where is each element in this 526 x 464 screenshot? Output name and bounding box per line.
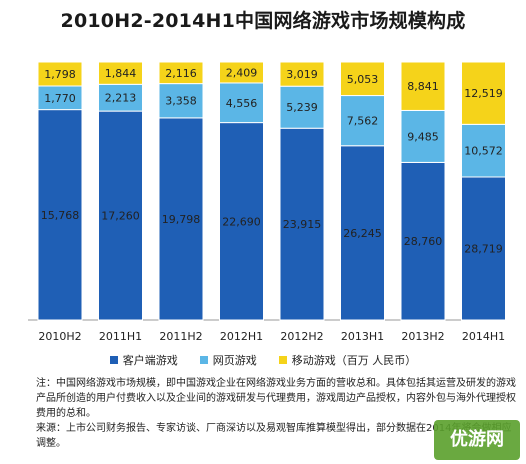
bar-client-2010H2	[37, 109, 83, 321]
value-label-web-2012H1: 4,556	[226, 97, 258, 110]
value-label-mobile-2012H2: 3,019	[286, 68, 318, 81]
value-label-mobile-2013H2: 8,841	[407, 80, 439, 93]
bar-client-2011H2	[158, 117, 204, 321]
bar-client-2013H2	[400, 161, 446, 321]
x-tick-label-2011H1: 2011H1	[99, 330, 142, 343]
bar-web-2013H1	[340, 95, 385, 147]
bar-client-2013H1	[340, 145, 385, 321]
bar-client-2014H1	[461, 176, 506, 321]
legend-swatch-web	[199, 356, 208, 364]
x-tick-label-2012H1: 2012H1	[220, 330, 263, 343]
bar-web-2011H1	[98, 83, 143, 112]
value-label-mobile-2014H1: 12,519	[464, 87, 503, 100]
chart-title: 2010H2-2014H1中国网络游戏市场规模构成	[60, 10, 466, 32]
value-label-client-2011H2: 19,798	[162, 213, 201, 226]
value-label-client-2012H1: 22,690	[222, 215, 261, 228]
x-tick-label-2011H2: 2011H2	[159, 330, 202, 343]
bar-web-2011H2	[158, 83, 204, 119]
footnotes: 注：中国网络游戏市场规模，即中国游戏企业在网络游戏业务方面的营收总和。具体包括其…	[36, 376, 516, 451]
value-label-web-2014H1: 10,572	[464, 145, 503, 158]
x-tick-label-2013H1: 2013H1	[341, 330, 384, 343]
legend-label-client: 客户端游戏	[122, 354, 178, 367]
legend-item-client: 客户端游戏	[109, 352, 178, 368]
bar-mobile-2013H1	[340, 61, 385, 97]
bar-web-2013H2	[400, 109, 446, 163]
value-label-web-2013H1: 7,562	[347, 115, 379, 128]
legend-item-web: 网页游戏	[199, 352, 257, 368]
bar-mobile-2012H1	[219, 61, 264, 84]
bar-client-2012H2	[279, 127, 325, 321]
legend-item-mobile: 移动游戏（百万 人民币）	[278, 352, 417, 368]
legend-label-mobile: 移动游戏（百万 人民币）	[291, 354, 417, 367]
x-tick-label-2012H2: 2012H2	[280, 330, 323, 343]
x-tick-label-2010H2: 2010H2	[38, 330, 81, 343]
value-label-client-2011H1: 17,260	[101, 210, 140, 223]
value-label-web-2011H2: 3,358	[165, 95, 197, 108]
legend: 客户端游戏 网页游戏 移动游戏（百万 人民币）	[0, 352, 526, 368]
value-label-mobile-2010H2: 1,798	[44, 68, 76, 81]
value-label-web-2011H1: 2,213	[105, 92, 137, 105]
bar-mobile-2011H1	[98, 61, 143, 85]
bar-client-2012H1	[219, 122, 264, 321]
x-tick-label-2013H2: 2013H2	[401, 330, 444, 343]
value-label-web-2012H2: 5,239	[286, 101, 318, 114]
bar-mobile-2012H2	[279, 61, 325, 87]
value-label-client-2010H2: 15,768	[41, 209, 80, 222]
value-label-mobile-2011H2: 2,116	[165, 67, 197, 80]
legend-swatch-mobile	[278, 356, 287, 364]
note-source: 来源：上市公司财务报告、专家访谈、厂商深访以及易观智库推算模型得出，部分数据在2…	[36, 423, 512, 449]
bar-mobile-2011H2	[158, 61, 204, 85]
value-label-web-2013H2: 9,485	[407, 130, 439, 143]
value-label-web-2010H2: 1,770	[44, 92, 76, 105]
value-label-client-2013H2: 28,760	[404, 235, 443, 248]
value-label-client-2013H1: 26,245	[343, 227, 382, 240]
value-label-mobile-2013H1: 5,053	[347, 73, 379, 86]
bar-mobile-2010H2	[37, 61, 83, 87]
stacked-bar-chart: 15,768 1,770 1,798 2010H2 17,260 2,213 1,844 20…	[28, 61, 506, 343]
site-watermark-logo: 优游网	[434, 420, 520, 460]
value-label-client-2014H1: 28,719	[464, 242, 503, 255]
bar-mobile-2013H2	[400, 61, 446, 111]
note-definition: 注：中国网络游戏市场规模，即中国游戏企业在网络游戏业务方面的营收总和。具体包括其…	[36, 378, 516, 419]
x-tick-label-2014H1: 2014H1	[462, 330, 505, 343]
bar-mobile-2014H1	[461, 61, 506, 125]
value-label-client-2012H2: 23,915	[283, 218, 322, 231]
value-label-mobile-2011H1: 1,844	[105, 67, 137, 80]
bar-web-2014H1	[461, 123, 506, 178]
legend-swatch-client	[109, 356, 118, 364]
legend-label-web: 网页游戏	[212, 354, 257, 367]
bar-client-2011H1	[98, 110, 143, 321]
value-label-mobile-2012H1: 2,409	[226, 66, 258, 79]
